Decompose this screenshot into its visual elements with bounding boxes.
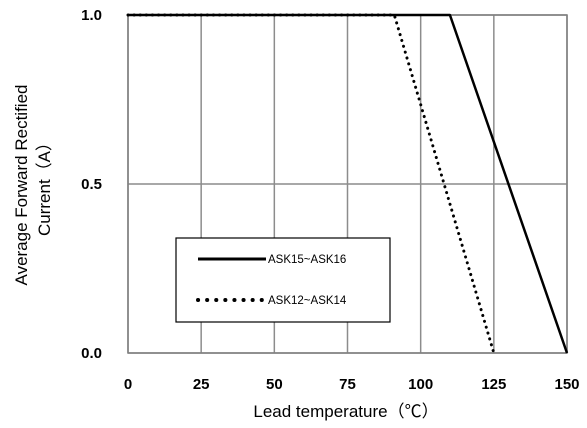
- x-tick-label: 125: [481, 376, 506, 393]
- series-line-ask15-ask16: [128, 13, 569, 354]
- legend-box: [175, 237, 391, 323]
- series-layer: [126, 13, 569, 355]
- y-axis-label-line2: Current（A）: [35, 134, 54, 236]
- x-tick-label: 100: [408, 376, 433, 393]
- x-tick-labels: 0 25 50 75 100 125 150: [124, 376, 580, 393]
- series-line-ask12-ask14: [126, 13, 496, 355]
- legend-label-ask15-ask16: ASK15~ASK16: [268, 254, 346, 266]
- x-tick-label: 150: [554, 376, 579, 393]
- y-axis-label-line1: Average Forward Rectified: [12, 85, 31, 286]
- y-tick-labels: 0.0 0.5 1.0: [81, 7, 102, 362]
- y-tick-label: 0.0: [81, 345, 102, 362]
- y-tick-label: 0.5: [81, 176, 102, 193]
- x-tick-label: 50: [266, 376, 283, 393]
- legend-label-ask12-ask14: ASK12~ASK14: [268, 295, 347, 307]
- y-axis-label: Average Forward Rectified Current（A）: [12, 85, 54, 286]
- x-tick-label: 75: [339, 376, 356, 393]
- y-tick-label: 1.0: [81, 7, 102, 24]
- x-axis-label: Lead temperature（℃）: [253, 402, 438, 421]
- x-tick-label: 25: [193, 376, 210, 393]
- x-tick-label: 0: [124, 376, 132, 393]
- legend: ASK15~ASK16 ASK12~ASK14: [175, 237, 391, 323]
